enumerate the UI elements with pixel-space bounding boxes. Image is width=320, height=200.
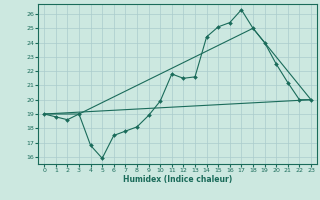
X-axis label: Humidex (Indice chaleur): Humidex (Indice chaleur) <box>123 175 232 184</box>
